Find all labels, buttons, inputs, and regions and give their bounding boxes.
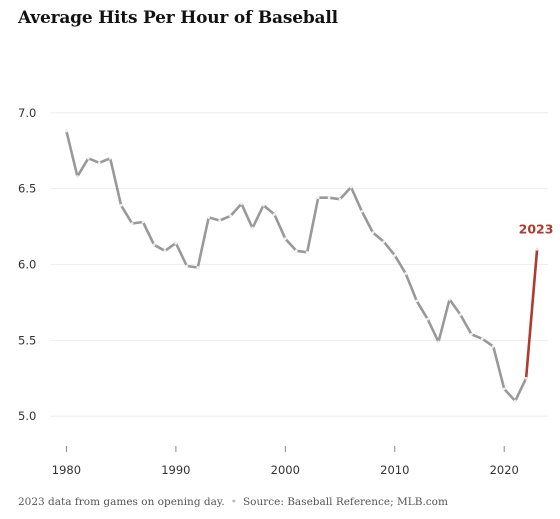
y-tick-label: 5.5: [18, 333, 36, 347]
data-point: [382, 240, 386, 244]
data-point: [360, 209, 364, 213]
data-point: [251, 226, 254, 230]
data-point: [491, 345, 495, 348]
x-tick-label: 2000: [271, 463, 300, 477]
footer-source: Source: Baseball Reference; MLB.com: [242, 496, 448, 508]
data-point: [185, 264, 189, 268]
data-point: [152, 243, 156, 247]
data-point: [119, 203, 123, 207]
data-point: [404, 272, 408, 275]
data-point: [437, 340, 440, 344]
data-point: [97, 161, 101, 165]
data-point: [229, 214, 232, 218]
chart-title: Average Hits Per Hour of Baseball: [18, 8, 338, 28]
x-tick-label: 1980: [52, 463, 81, 477]
y-tick-label: 5.0: [18, 409, 36, 423]
data-point: [196, 266, 200, 269]
x-tick-label: 2020: [490, 463, 519, 477]
x-tick-label: 2010: [380, 463, 409, 477]
data-point: [535, 247, 539, 251]
data-point: [163, 249, 167, 253]
data-point: [524, 376, 528, 380]
footer-note: 2023 data from games on opening day.: [18, 496, 225, 508]
data-point: [316, 196, 320, 200]
data-point: [393, 253, 397, 257]
data-point: [240, 202, 243, 206]
x-tick-label: 1990: [161, 463, 190, 477]
data-point: [480, 337, 484, 341]
data-point: [174, 241, 178, 245]
data-point: [349, 185, 353, 189]
data-point: [108, 156, 112, 160]
data-point: [415, 299, 419, 303]
data-point: [218, 219, 222, 222]
y-tick-label: 6.0: [18, 257, 36, 271]
data-point: [502, 387, 506, 391]
data-point: [86, 156, 90, 160]
data-point: [448, 297, 451, 301]
data-point: [338, 197, 342, 201]
data-point: [469, 332, 473, 336]
data-point: [272, 213, 276, 216]
y-tick-label: 7.0: [18, 106, 36, 120]
data-point: [65, 129, 68, 133]
separator-dot: •: [230, 496, 237, 508]
y-tick-label: 6.5: [18, 182, 36, 196]
annotation-2023: 2023: [519, 221, 554, 236]
footer: 2023 data from games on opening day. • Sou…: [18, 496, 448, 508]
data-point: [371, 231, 375, 235]
data-point: [327, 196, 331, 200]
data-point: [141, 220, 145, 224]
highlight-line: [524, 248, 539, 380]
data-point: [130, 222, 134, 225]
data-point: [294, 249, 298, 253]
data-point: [513, 399, 517, 403]
data-point: [262, 203, 265, 207]
grid-lines: [50, 112, 548, 417]
annotation-layer: 2023: [519, 221, 554, 236]
x-axis: 1980 1990 2000 2010 2020: [52, 446, 519, 477]
data-point: [426, 317, 430, 321]
y-axis: 5.0 5.5 6.0 6.5 7.0: [18, 106, 36, 423]
series-line: [65, 129, 528, 403]
data-point: [207, 216, 211, 219]
series-layer: [65, 129, 539, 403]
data-point: [459, 313, 462, 316]
data-point: [305, 250, 309, 254]
data-point: [75, 175, 79, 178]
data-point: [283, 237, 287, 241]
